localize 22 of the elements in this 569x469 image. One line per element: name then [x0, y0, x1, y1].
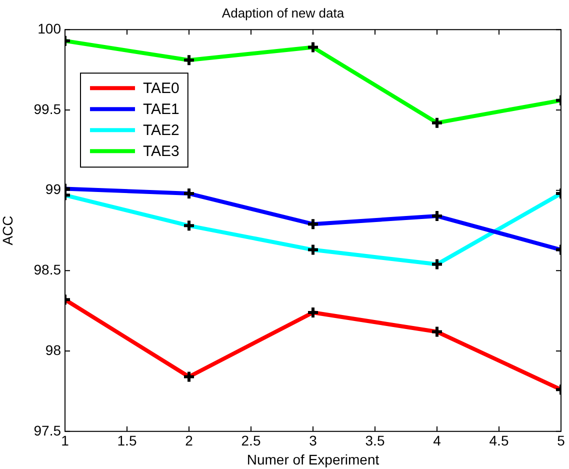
- legend-label: TAE0: [143, 80, 180, 98]
- x-axis-title: Numer of Experiment: [246, 451, 380, 468]
- x-tick-label: 1: [61, 432, 70, 449]
- x-tick-label: 3.5: [365, 432, 385, 449]
- legend-label: TAE1: [143, 101, 180, 118]
- y-tick-label: 98: [45, 342, 62, 358]
- x-tick-label: 5: [557, 432, 566, 449]
- chart-title: Adaption of new data: [222, 5, 345, 20]
- x-tick-label: 2.5: [241, 432, 261, 449]
- x-tick-label: 2: [185, 432, 194, 449]
- x-tick-label: 1.5: [117, 432, 137, 449]
- y-tick-label: 99.5: [34, 100, 62, 117]
- x-tick-label: 4: [433, 432, 442, 449]
- y-tick-label: 99: [45, 181, 62, 198]
- y-tick-label: 98.5: [34, 262, 62, 278]
- y-tick-label: 97.5: [34, 422, 62, 438]
- x-tick-label: 3: [309, 432, 318, 449]
- y-tick-label: 100: [38, 20, 62, 36]
- x-tick-label: 4.5: [489, 432, 509, 449]
- y-axis-title: ACC: [0, 216, 16, 246]
- legend-label: TAE3: [143, 143, 180, 160]
- legend-label: TAE2: [143, 122, 180, 140]
